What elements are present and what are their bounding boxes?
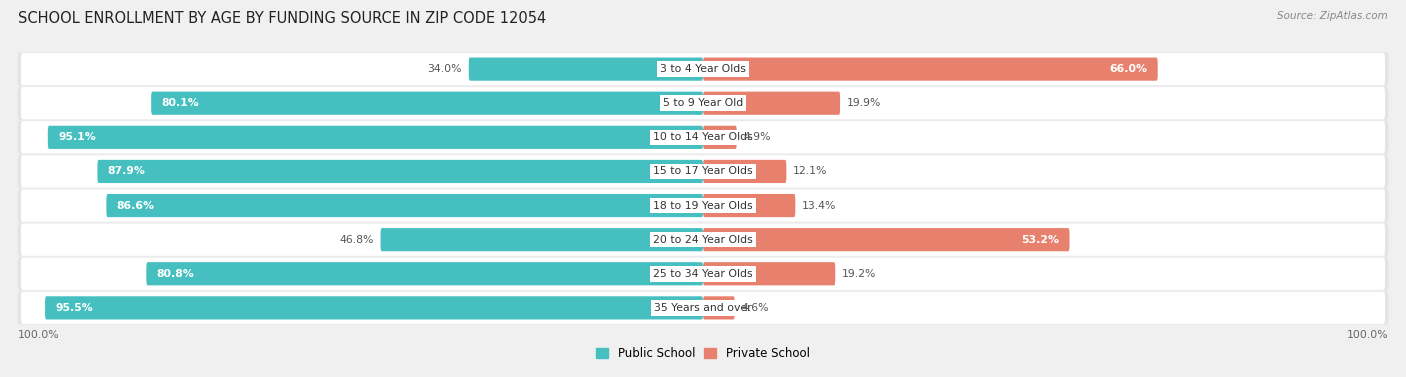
FancyBboxPatch shape <box>21 189 1385 222</box>
FancyBboxPatch shape <box>703 160 786 183</box>
Text: 100.0%: 100.0% <box>17 330 59 340</box>
FancyBboxPatch shape <box>21 121 1385 153</box>
FancyBboxPatch shape <box>17 52 1389 86</box>
Text: 86.6%: 86.6% <box>117 201 155 211</box>
FancyBboxPatch shape <box>21 155 1385 188</box>
FancyBboxPatch shape <box>703 92 841 115</box>
FancyBboxPatch shape <box>703 296 735 319</box>
FancyBboxPatch shape <box>703 194 796 217</box>
FancyBboxPatch shape <box>21 87 1385 120</box>
FancyBboxPatch shape <box>97 160 703 183</box>
Text: 19.9%: 19.9% <box>846 98 882 108</box>
Text: 80.8%: 80.8% <box>156 269 194 279</box>
FancyBboxPatch shape <box>152 92 703 115</box>
FancyBboxPatch shape <box>17 86 1389 120</box>
FancyBboxPatch shape <box>21 292 1385 324</box>
Legend: Public School, Private School: Public School, Private School <box>596 347 810 360</box>
Text: 95.5%: 95.5% <box>55 303 93 313</box>
Text: 80.1%: 80.1% <box>162 98 200 108</box>
Text: 95.1%: 95.1% <box>58 132 96 143</box>
FancyBboxPatch shape <box>703 262 835 285</box>
Text: Source: ZipAtlas.com: Source: ZipAtlas.com <box>1277 11 1388 21</box>
FancyBboxPatch shape <box>21 257 1385 290</box>
FancyBboxPatch shape <box>703 228 1070 251</box>
Text: 18 to 19 Year Olds: 18 to 19 Year Olds <box>654 201 752 211</box>
FancyBboxPatch shape <box>17 189 1389 222</box>
Text: 53.2%: 53.2% <box>1021 234 1059 245</box>
Text: 25 to 34 Year Olds: 25 to 34 Year Olds <box>654 269 752 279</box>
FancyBboxPatch shape <box>17 291 1389 325</box>
Text: 5 to 9 Year Old: 5 to 9 Year Old <box>662 98 744 108</box>
Text: 20 to 24 Year Olds: 20 to 24 Year Olds <box>654 234 752 245</box>
Text: 19.2%: 19.2% <box>842 269 876 279</box>
FancyBboxPatch shape <box>17 257 1389 291</box>
Text: 4.6%: 4.6% <box>741 303 769 313</box>
FancyBboxPatch shape <box>45 296 703 319</box>
FancyBboxPatch shape <box>381 228 703 251</box>
Text: 15 to 17 Year Olds: 15 to 17 Year Olds <box>654 166 752 176</box>
FancyBboxPatch shape <box>48 126 703 149</box>
Text: 4.9%: 4.9% <box>744 132 770 143</box>
Text: 13.4%: 13.4% <box>803 201 837 211</box>
FancyBboxPatch shape <box>17 223 1389 256</box>
FancyBboxPatch shape <box>17 155 1389 188</box>
Text: 87.9%: 87.9% <box>108 166 146 176</box>
Text: 100.0%: 100.0% <box>1347 330 1389 340</box>
Text: SCHOOL ENROLLMENT BY AGE BY FUNDING SOURCE IN ZIP CODE 12054: SCHOOL ENROLLMENT BY AGE BY FUNDING SOUR… <box>18 11 547 26</box>
Text: 10 to 14 Year Olds: 10 to 14 Year Olds <box>654 132 752 143</box>
FancyBboxPatch shape <box>17 121 1389 154</box>
FancyBboxPatch shape <box>21 224 1385 256</box>
FancyBboxPatch shape <box>468 58 703 81</box>
FancyBboxPatch shape <box>21 53 1385 85</box>
Text: 12.1%: 12.1% <box>793 166 828 176</box>
FancyBboxPatch shape <box>703 126 737 149</box>
FancyBboxPatch shape <box>146 262 703 285</box>
FancyBboxPatch shape <box>107 194 703 217</box>
Text: 66.0%: 66.0% <box>1109 64 1147 74</box>
Text: 34.0%: 34.0% <box>427 64 461 74</box>
Text: 3 to 4 Year Olds: 3 to 4 Year Olds <box>659 64 747 74</box>
Text: 35 Years and over: 35 Years and over <box>654 303 752 313</box>
FancyBboxPatch shape <box>703 58 1157 81</box>
Text: 46.8%: 46.8% <box>339 234 374 245</box>
